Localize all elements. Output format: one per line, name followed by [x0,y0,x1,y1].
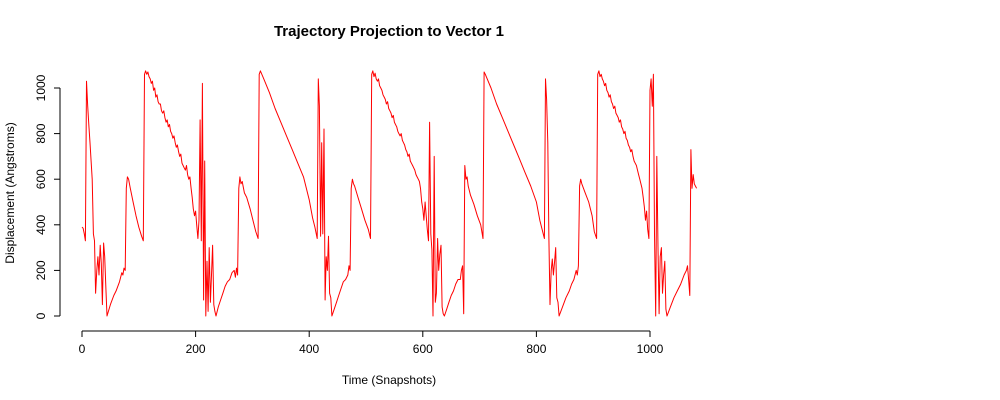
x-tick-label: 400 [299,342,319,356]
x-axis: 0 200 400 600 800 1000 [79,330,664,356]
y-tick-label: 600 [34,169,48,189]
x-tick-label: 800 [526,342,546,356]
y-axis: 0 200 400 600 800 1000 [34,74,61,319]
y-axis-label: Displacement (Angstroms) [3,122,17,263]
x-tick-label: 0 [79,342,86,356]
plot-area [81,70,698,317]
series-line [81,70,698,317]
y-tick-label: 800 [34,123,48,143]
y-tick-label: 400 [34,214,48,234]
y-tick-label: 200 [34,260,48,280]
x-axis-label: Time (Snapshots) [342,373,436,387]
x-tick-label: 200 [186,342,206,356]
y-tick-label: 1000 [34,74,48,101]
x-tick-label: 600 [413,342,433,356]
chart-title: Trajectory Projection to Vector 1 [274,23,504,40]
x-tick-label: 1000 [637,342,664,356]
y-tick-label: 0 [34,312,48,319]
